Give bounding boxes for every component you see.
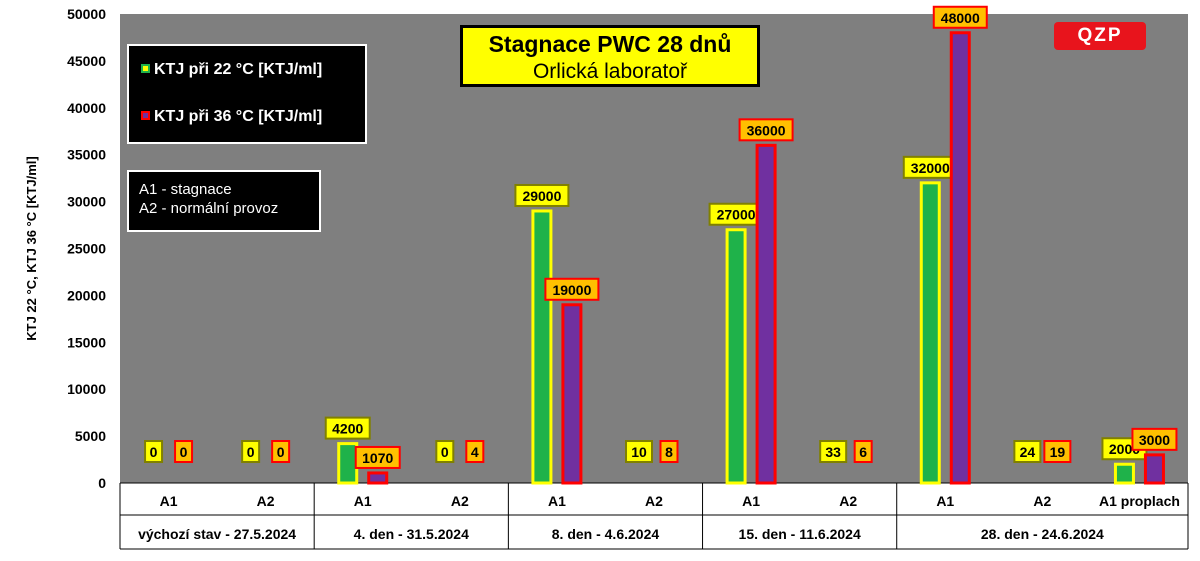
data-label-ktj-36: 1070 xyxy=(362,450,393,466)
data-label-box xyxy=(271,440,291,463)
data-label-box xyxy=(144,440,164,463)
y-tick-label: 10000 xyxy=(67,381,106,397)
qzp-logo: QZP xyxy=(1054,22,1146,50)
x-group-label: 8. den - 4.6.2024 xyxy=(552,526,660,542)
data-label-box xyxy=(435,440,455,463)
data-label-ktj-22: 33 xyxy=(825,444,841,460)
data-label-box xyxy=(1131,427,1178,451)
data-label-box xyxy=(819,440,848,463)
legend-item-36: KTJ při 36 °C [KTJ/ml] xyxy=(141,108,322,126)
data-label-ktj-22: 29000 xyxy=(522,188,561,204)
data-label-ktj-22: 32000 xyxy=(911,160,950,176)
x-category-label: A1 xyxy=(548,493,566,509)
y-tick-label: 15000 xyxy=(67,334,106,350)
data-label-box xyxy=(853,440,873,463)
bar-ktj-22 xyxy=(725,228,747,485)
y-tick-label: 0 xyxy=(98,475,106,491)
y-tick-label: 30000 xyxy=(67,194,106,210)
y-axis-title: KTJ 22 °C, KTJ 36 °C [KTJ/ml] xyxy=(24,156,39,341)
data-label-box xyxy=(354,445,401,469)
legend-label-22: KTJ při 22 °C [KTJ/ml] xyxy=(154,61,323,78)
data-label-ktj-22: 27000 xyxy=(717,207,756,223)
data-label-ktj-36: 3000 xyxy=(1139,432,1170,448)
x-category-label: A2 xyxy=(451,493,469,509)
x-group-label: 28. den - 24.6.2024 xyxy=(981,526,1104,542)
legend-swatch-22 xyxy=(141,64,150,73)
bar-ktj-36 xyxy=(755,143,777,485)
x-group-label: 4. den - 31.5.2024 xyxy=(354,526,469,542)
bar-ktj-22 xyxy=(919,181,941,485)
data-label-ktj-22: 0 xyxy=(441,444,449,460)
legend: KTJ při 22 °C [KTJ/ml] KTJ při 36 °C [KT… xyxy=(127,44,367,144)
x-category-label: A1 xyxy=(160,493,178,509)
data-label-ktj-22: 0 xyxy=(247,444,255,460)
y-tick-label: 5000 xyxy=(75,428,106,444)
bar-ktj-22 xyxy=(1113,462,1135,485)
data-label-ktj-36: 0 xyxy=(180,444,188,460)
x-category-label: A1 proplach xyxy=(1099,493,1180,509)
data-label-box xyxy=(932,5,988,29)
legend-item-22: KTJ při 22 °C [KTJ/ml] xyxy=(141,61,322,79)
data-label-ktj-36: 36000 xyxy=(747,122,786,138)
bar-ktj-36 xyxy=(367,471,389,485)
y-tick-label: 45000 xyxy=(67,53,106,69)
data-label-box xyxy=(1043,440,1072,463)
bar-ktj-36 xyxy=(949,31,971,485)
note-a2: A2 - normální provoz xyxy=(139,200,279,217)
x-category-label: A2 xyxy=(645,493,663,509)
data-label-box xyxy=(659,440,679,463)
chart-title-box: Stagnace PWC 28 dnů Orlická laboratoř xyxy=(460,25,760,87)
bar-ktj-22 xyxy=(337,442,359,485)
data-label-box xyxy=(465,440,485,463)
data-label-ktj-22: 0 xyxy=(150,444,158,460)
legend-label-36: KTJ při 36 °C [KTJ/ml] xyxy=(154,108,323,125)
legend-swatch-36 xyxy=(141,111,150,120)
data-label-box xyxy=(738,118,794,142)
x-category-label: A1 xyxy=(354,493,372,509)
data-label-ktj-22: 24 xyxy=(1020,444,1036,460)
data-label-ktj-36: 48000 xyxy=(941,10,980,26)
x-category-label: A2 xyxy=(839,493,857,509)
data-label-ktj-22: 10 xyxy=(631,444,647,460)
data-label-ktj-22: 4200 xyxy=(332,421,363,437)
note-a1: A1 - stagnace xyxy=(139,181,232,198)
x-group-label: 15. den - 11.6.2024 xyxy=(739,526,861,542)
data-label-ktj-36: 4 xyxy=(471,444,479,460)
data-label-ktj-36: 19000 xyxy=(552,282,591,298)
data-label-ktj-36: 6 xyxy=(859,444,867,460)
data-label-box xyxy=(174,440,194,463)
x-category-label: A2 xyxy=(257,493,275,509)
data-label-ktj-36: 0 xyxy=(277,444,285,460)
chart-title: Stagnace PWC 28 dnů xyxy=(488,31,732,57)
data-label-box xyxy=(514,183,570,207)
data-label-ktj-36: 19 xyxy=(1050,444,1066,460)
y-tick-label: 20000 xyxy=(67,287,106,303)
chart-subtitle: Orlická laboratoř xyxy=(532,60,688,83)
y-tick-label: 40000 xyxy=(67,100,106,116)
note-box: A1 - stagnace A2 - normální provoz xyxy=(127,170,321,232)
y-tick-label: 50000 xyxy=(67,6,106,22)
y-tick-label: 35000 xyxy=(67,147,106,163)
data-label-box xyxy=(324,416,371,440)
data-label-ktj-36: 8 xyxy=(665,444,673,460)
data-label-box xyxy=(241,440,261,463)
x-category-label: A2 xyxy=(1033,493,1051,509)
x-category-label: A1 xyxy=(936,493,954,509)
x-group-label: výchozí stav - 27.5.2024 xyxy=(138,526,296,542)
data-label-box xyxy=(1013,440,1042,463)
data-label-box xyxy=(625,440,653,463)
bar-ktj-36 xyxy=(561,303,583,485)
bar-ktj-22 xyxy=(531,209,553,485)
x-category-label: A1 xyxy=(742,493,760,509)
y-tick-label: 25000 xyxy=(67,241,106,257)
data-label-box xyxy=(544,277,600,301)
bar-ktj-36 xyxy=(1143,453,1165,485)
